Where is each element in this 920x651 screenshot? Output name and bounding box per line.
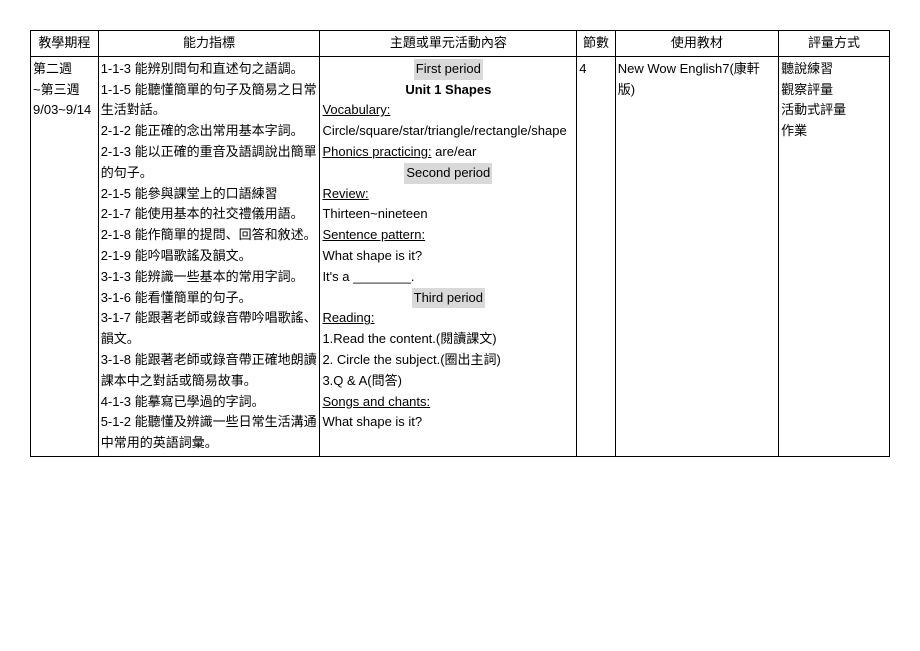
sentence-line: Sentence pattern: [322, 225, 574, 246]
reading-3: 3.Q & A(問答) [322, 371, 574, 392]
cell-topic: First period Unit 1 Shapes Vocabulary: C… [320, 56, 577, 456]
sentence-q: What shape is it? [322, 246, 574, 267]
indicator-item: 2-1-2 能正確的念出常用基本字詞。 [101, 121, 318, 142]
indicator-item: 3-1-8 能跟著老師或錄音帶正確地朗讀課本中之對話或簡易故事。 [101, 350, 318, 392]
header-indicators: 能力指標 [98, 31, 320, 57]
review-label: Review: [322, 186, 368, 201]
vocab-label: Vocabulary: [322, 102, 390, 117]
cell-materials: New Wow English7(康軒版) [615, 56, 778, 456]
reading-label: Reading: [322, 310, 374, 325]
header-count: 節數 [577, 31, 616, 57]
assess-item: 作業 [781, 121, 887, 142]
reading-line: Reading: [322, 308, 574, 329]
indicator-item: 2-1-9 能吟唱歌謠及韻文。 [101, 246, 318, 267]
third-period-label: Third period [412, 288, 485, 309]
third-period-wrap: Third period [322, 288, 574, 309]
vocab-line: Vocabulary: [322, 100, 574, 121]
week-a: 第二週 [33, 59, 96, 80]
indicator-item: 2-1-8 能作簡單的提問、回答和敘述。 [101, 225, 318, 246]
unit-title: Unit 1 Shapes [322, 80, 574, 101]
phonics-line: Phonics practicing: are/ear [322, 142, 574, 163]
first-period-wrap: First period [322, 59, 574, 80]
reading-1: 1.Read the content.(閱讀課文) [322, 329, 574, 350]
vocab-items: Circle/square/star/triangle/rectangle/sh… [322, 121, 574, 142]
indicator-item: 5-1-2 能聽懂及辨識一些日常生活溝通中常用的英語詞彙。 [101, 412, 318, 454]
sentence-a: It's a ________. [322, 267, 574, 288]
assess-item: 聽說練習 [781, 59, 887, 80]
cell-schedule: 第二週 ~第三週 9/03~9/14 [31, 56, 99, 456]
dates: 9/03~9/14 [33, 100, 96, 121]
indicator-item: 3-1-7 能跟著老師或錄音帶吟唱歌謠、 韻文。 [101, 308, 318, 350]
header-topic: 主題或單元活動內容 [320, 31, 577, 57]
cell-indicators: 1-1-3 能辨別問句和直述句之語調。 1-1-5 能聽懂簡單的句子及簡易之日常… [98, 56, 320, 456]
week-b: ~第三週 [33, 80, 96, 101]
songs-line: Songs and chants: [322, 392, 574, 413]
reading-2: 2. Circle the subject.(圈出主詞) [322, 350, 574, 371]
sentence-label: Sentence pattern: [322, 227, 425, 242]
songs-item: What shape is it? [322, 412, 574, 433]
cell-count: 4 [577, 56, 616, 456]
header-assess: 評量方式 [779, 31, 890, 57]
header-materials: 使用教材 [615, 31, 778, 57]
indicator-item: 2-1-3 能以正確的重音及語調說出簡單的句子。 [101, 142, 318, 184]
indicator-item: 1-1-5 能聽懂簡單的句子及簡易之日常生活對話。 [101, 80, 318, 122]
indicator-item: 2-1-5 能參與課堂上的口語練習 [101, 184, 318, 205]
cell-assess: 聽說練習 觀察評量 活動式評量 作業 [779, 56, 890, 456]
first-period-label: First period [414, 59, 483, 80]
header-schedule: 教學期程 [31, 31, 99, 57]
review-line: Review: [322, 184, 574, 205]
assess-item: 活動式評量 [781, 100, 887, 121]
table-row: 第二週 ~第三週 9/03~9/14 1-1-3 能辨別問句和直述句之語調。 1… [31, 56, 890, 456]
indicator-item: 3-1-6 能看懂簡單的句子。 [101, 288, 318, 309]
review-items: Thirteen~nineteen [322, 204, 574, 225]
indicator-item: 2-1-7 能使用基本的社交禮儀用語。 [101, 204, 318, 225]
phonics-items: are/ear [432, 144, 477, 159]
indicator-item: 3-1-3 能辨識一些基本的常用字詞。 [101, 267, 318, 288]
phonics-label: Phonics practicing: [322, 144, 431, 159]
songs-label: Songs and chants: [322, 394, 430, 409]
indicator-item: 1-1-3 能辨別問句和直述句之語調。 [101, 59, 318, 80]
header-row: 教學期程 能力指標 主題或單元活動內容 節數 使用教材 評量方式 [31, 31, 890, 57]
second-period-wrap: Second period [322, 163, 574, 184]
curriculum-table: 教學期程 能力指標 主題或單元活動內容 節數 使用教材 評量方式 第二週 ~第三… [30, 30, 890, 457]
second-period-label: Second period [404, 163, 492, 184]
assess-item: 觀察評量 [781, 80, 887, 101]
indicator-item: 4-1-3 能摹寫已學過的字詞。 [101, 392, 318, 413]
